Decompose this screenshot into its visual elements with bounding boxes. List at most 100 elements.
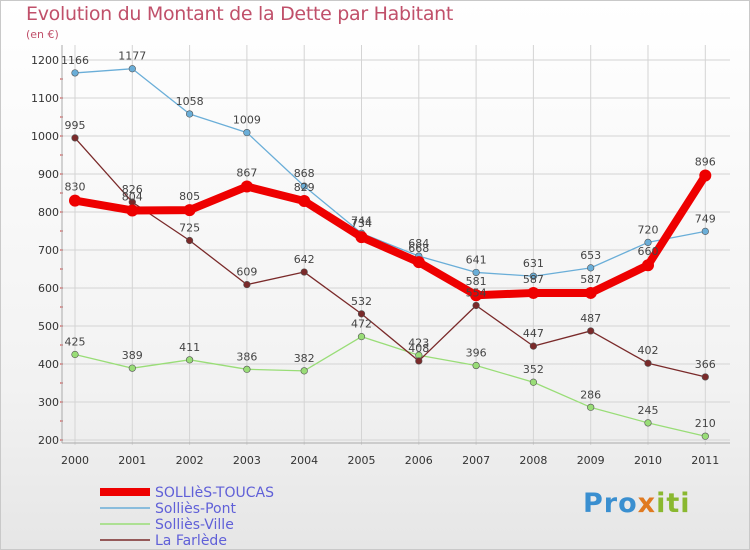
y-tick-label: 900 [38, 168, 59, 181]
data-label-sollies-pont: 744 [351, 214, 372, 227]
x-tick-label: 2009 [577, 454, 605, 467]
data-label-sollies-toucas: 668 [408, 242, 429, 255]
x-tick-label: 2008 [519, 454, 547, 467]
data-label-sollies-toucas: 830 [65, 181, 86, 194]
data-point-sollies-ville [701, 432, 709, 440]
data-label-sollies-ville: 425 [65, 336, 86, 349]
data-point-sollies-ville [71, 350, 79, 359]
data-label-la-farlede: 366 [695, 358, 716, 371]
y-tick-label: 800 [38, 206, 59, 219]
x-tick-label: 2002 [176, 454, 204, 467]
proxiti-logo: Proxiti [583, 488, 691, 519]
data-point-la-farlede [472, 301, 480, 310]
x-tick-label: 2003 [233, 454, 261, 467]
data-label-la-farlede: 826 [122, 183, 143, 196]
data-point-sollies-pont [243, 128, 251, 137]
data-label-sollies-pont: 868 [294, 167, 315, 180]
data-point-sollies-ville [128, 364, 136, 372]
data-point-sollies-pont [300, 182, 308, 190]
y-tick-label: 400 [38, 358, 59, 371]
data-label-la-farlede: 447 [523, 327, 544, 340]
data-label-sollies-pont: 631 [523, 257, 544, 270]
data-label-la-farlede: 554 [466, 286, 487, 299]
data-label-sollies-ville: 396 [466, 347, 487, 360]
x-tick-label: 2004 [290, 454, 318, 467]
data-label-sollies-pont: 1177 [118, 50, 146, 63]
data-label-sollies-pont: 684 [408, 237, 429, 250]
data-point-sollies-pont [71, 69, 79, 77]
data-label-sollies-ville: 286 [580, 388, 601, 401]
y-tick-label: 500 [38, 320, 59, 333]
data-label-la-farlede: 609 [236, 266, 257, 279]
x-tick-label: 2000 [61, 454, 89, 467]
data-point-la-farlede [529, 342, 538, 350]
data-point-la-farlede [71, 134, 79, 142]
data-point-la-farlede [415, 357, 423, 365]
data-point-sollies-pont [587, 264, 595, 272]
series-line-sollies-pont [74, 68, 706, 277]
data-point-sollies-ville [587, 403, 595, 411]
data-label-la-farlede: 642 [294, 253, 315, 266]
data-point-sollies-toucas [584, 286, 597, 299]
data-label-sollies-ville: 245 [638, 404, 659, 417]
data-point-sollies-toucas [69, 194, 81, 207]
data-label-sollies-ville: 352 [523, 363, 544, 376]
data-point-sollies-toucas [126, 204, 139, 217]
data-point-la-farlede [243, 280, 251, 289]
data-point-sollies-pont [128, 65, 136, 73]
x-tick-label: 2001 [118, 454, 146, 467]
data-point-la-farlede [186, 236, 194, 245]
data-label-la-farlede: 408 [408, 342, 429, 355]
data-point-sollies-ville [186, 356, 194, 364]
legend-label: Solliès-Ville [155, 517, 234, 533]
data-point-sollies-toucas [183, 204, 196, 217]
data-point-sollies-toucas [642, 259, 654, 272]
x-tick-label: 2005 [348, 454, 376, 467]
data-label-sollies-pont: 653 [580, 249, 601, 262]
data-label-sollies-toucas: 896 [695, 156, 716, 169]
chart-subtitle: (en €) [26, 28, 59, 41]
y-tick-label: 200 [38, 434, 59, 447]
data-label-sollies-pont: 749 [695, 212, 716, 225]
data-point-sollies-ville [357, 333, 366, 341]
data-label-sollies-pont: 1058 [176, 95, 204, 108]
data-point-sollies-pont [529, 272, 538, 280]
data-label-sollies-ville: 389 [122, 349, 143, 362]
data-label-sollies-toucas: 587 [580, 273, 601, 286]
y-tick-label: 1000 [31, 130, 59, 143]
data-point-la-farlede [701, 373, 709, 381]
data-label-sollies-toucas: 734 [351, 217, 372, 230]
series-line-sollies-ville [74, 335, 706, 437]
x-tick-label: 2010 [634, 454, 662, 467]
data-label-sollies-toucas: 829 [294, 181, 315, 194]
legend-label: La Farlède [155, 533, 227, 549]
data-label-sollies-ville: 210 [695, 417, 716, 430]
data-point-sollies-ville [472, 361, 480, 370]
y-tick-label: 300 [38, 396, 59, 409]
data-point-sollies-ville [644, 419, 652, 427]
data-point-la-farlede [644, 359, 652, 367]
legend-label: Solliès-Pont [155, 501, 236, 517]
data-label-sollies-pont: 1166 [61, 54, 89, 67]
y-tick-label: 1100 [31, 92, 59, 105]
data-point-sollies-pont [644, 238, 652, 246]
data-point-sollies-ville [243, 365, 251, 373]
data-label-sollies-ville: 423 [408, 336, 429, 349]
data-point-sollies-toucas [527, 286, 540, 299]
data-point-sollies-toucas [699, 169, 712, 182]
data-point-la-farlede [587, 327, 595, 335]
data-point-sollies-toucas [412, 256, 425, 269]
y-tick-label: 700 [38, 244, 59, 257]
data-label-sollies-pont: 720 [638, 223, 659, 236]
data-label-sollies-toucas: 805 [179, 190, 200, 203]
data-label-sollies-toucas: 660 [638, 245, 659, 258]
data-point-sollies-pont [701, 227, 709, 235]
x-tick-label: 2011 [691, 454, 719, 467]
data-point-sollies-toucas [470, 289, 483, 302]
y-tick-label: 600 [38, 282, 59, 295]
data-label-la-farlede: 402 [638, 344, 659, 357]
legend-label: SOLLIèS-TOUCAS [155, 485, 274, 501]
data-label-sollies-toucas: 587 [523, 273, 544, 286]
data-label-sollies-toucas: 804 [122, 190, 143, 203]
